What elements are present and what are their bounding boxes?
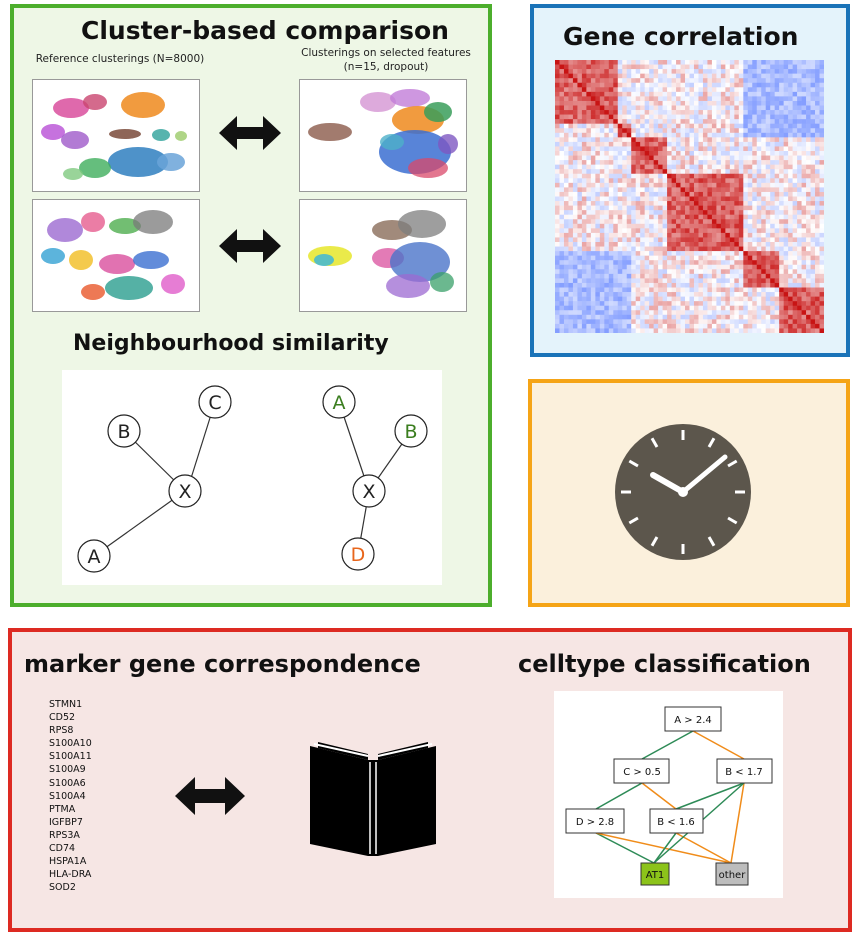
node-d-right	[341, 537, 375, 571]
marker-gene-item: PTMA	[49, 803, 76, 815]
clock-tick	[650, 536, 659, 547]
node-x-right	[352, 474, 386, 508]
node-a-right	[322, 385, 356, 419]
tree-node-b2-label: B < 1.6	[657, 817, 695, 828]
umap-selected-2	[299, 199, 467, 312]
marker-gene-item: HLA-DRA	[49, 869, 92, 881]
marker-gene-item: CD74	[49, 843, 76, 855]
node-label-d-right: D	[351, 544, 366, 566]
node-a-left	[77, 539, 111, 573]
clock-minute-hand	[680, 454, 728, 495]
tree-node-a-label: A > 2.4	[674, 715, 711, 726]
umap-reference-1	[32, 79, 200, 192]
tree-node-d	[565, 808, 625, 834]
node-label-x-right: X	[362, 481, 375, 503]
node-c-left	[198, 385, 232, 419]
clock-tick	[707, 536, 716, 547]
node-b-right	[394, 414, 428, 448]
marker-gene-item: S100A4	[49, 790, 86, 802]
open-book-icon	[310, 742, 436, 856]
node-label-a-left: A	[88, 546, 101, 568]
marker-gene-item: RPS3A	[49, 829, 80, 841]
node-label-b-left: B	[117, 421, 130, 443]
clock-tick	[707, 437, 716, 448]
marker-gene-list: STMN1 CD52 RPS8 S100A10 S100A11 S100A9 S100A6 S…	[49, 698, 92, 894]
leaf-at1	[640, 862, 670, 886]
clock-icon	[615, 424, 751, 560]
cluster-comparison-title: Cluster-based comparison	[81, 16, 449, 45]
tree-node-c	[613, 758, 670, 784]
clock-tick	[727, 516, 738, 525]
umap-selected-1	[299, 79, 467, 192]
selected-clusterings-label-line1: Clusterings on selected features	[301, 47, 471, 59]
marker-gene-item: S100A11	[49, 751, 92, 763]
double-arrow-icon	[175, 777, 245, 815]
clock-hour-hand	[650, 472, 686, 495]
clock-tick	[650, 437, 659, 448]
celltype-classification-title: celltype classification	[518, 650, 811, 678]
marker-gene-item: SOD2	[49, 882, 76, 894]
marker-gene-item: RPS8	[49, 725, 74, 737]
marker-gene-item: HSPA1A	[49, 856, 87, 868]
double-arrow-icon	[219, 116, 281, 150]
marker-gene-item: CD52	[49, 712, 76, 724]
leaf-at1-label: AT1	[646, 870, 665, 881]
neighbourhood-graph-canvas: B C X A A B X D	[62, 370, 442, 585]
marker-gene-item: S100A10	[49, 738, 92, 750]
node-label-b-right: B	[404, 421, 417, 443]
leaf-other-label: other	[719, 870, 747, 881]
tree-node-c-label: C > 0.5	[623, 767, 661, 778]
selected-clusterings-label-line2: (n=15, dropout)	[343, 61, 429, 73]
node-x-left	[168, 474, 202, 508]
marker-gene-item: S100A6	[49, 777, 86, 789]
reference-clusterings-label: Reference clusterings (N=8000)	[35, 53, 205, 65]
neighbourhood-similarity-title: Neighbourhood similarity	[73, 331, 389, 356]
clock-tick	[628, 516, 639, 525]
tree-node-b2	[649, 808, 704, 834]
node-label-c-left: C	[208, 392, 221, 414]
decision-tree-canvas: A > 2.4 C > 0.5 B < 1.7 D > 2.8 B < 1.6 …	[554, 691, 783, 898]
marker-gene-item: IGFBP7	[49, 816, 83, 828]
tree-node-d-label: D > 2.8	[576, 817, 614, 828]
marker-gene-item: S100A9	[49, 764, 86, 776]
clock-tick	[628, 459, 639, 468]
clock-tick	[727, 459, 738, 468]
leaf-other	[715, 862, 749, 886]
node-b-left	[107, 414, 141, 448]
tree-node-a	[664, 706, 722, 732]
marker-gene-item: STMN1	[49, 699, 83, 710]
tree-node-b1-label: B < 1.7	[725, 767, 763, 778]
gene-correlation-title: Gene correlation	[563, 22, 799, 51]
node-label-a-right: A	[333, 392, 346, 414]
umap-reference-2	[32, 199, 200, 312]
tree-node-b1	[716, 758, 773, 784]
marker-gene-title: marker gene correspondence	[24, 650, 421, 678]
node-label-x-left: X	[178, 481, 191, 503]
correlation-heatmap	[555, 60, 824, 333]
double-arrow-icon	[219, 229, 281, 263]
